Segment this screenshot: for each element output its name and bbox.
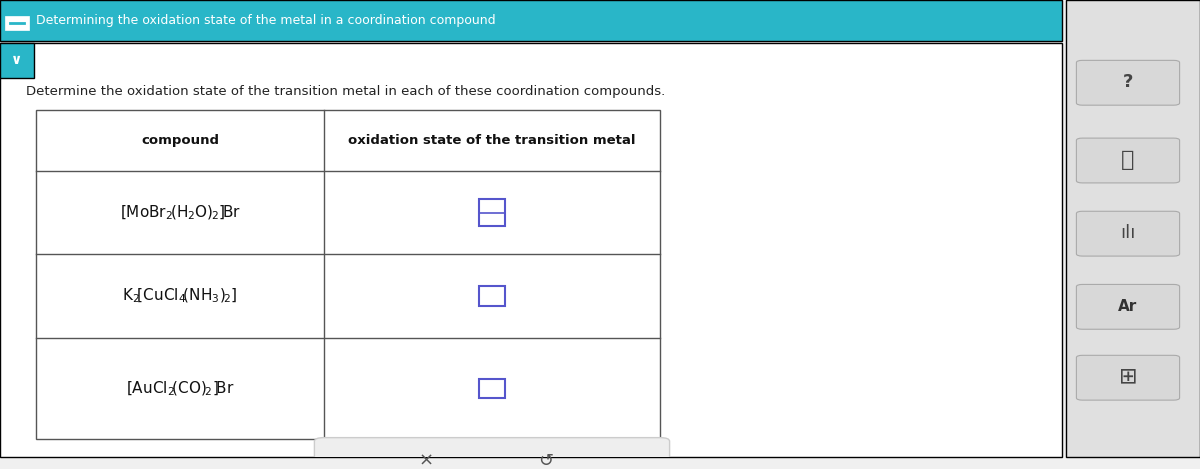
FancyBboxPatch shape — [0, 44, 1062, 457]
FancyBboxPatch shape — [1076, 61, 1180, 105]
Text: ∨: ∨ — [11, 53, 23, 68]
Text: ?: ? — [1123, 73, 1133, 91]
Text: $\left[\mathrm{AuCl_2\!\left(CO\right)_{\!2}}\right]\!\mathrm{Br}$: $\left[\mathrm{AuCl_2\!\left(CO\right)_{… — [126, 379, 234, 398]
Text: ×: × — [419, 452, 433, 469]
Text: ⊞: ⊞ — [1118, 367, 1138, 387]
FancyBboxPatch shape — [1076, 284, 1180, 329]
Text: compound: compound — [142, 134, 220, 147]
FancyBboxPatch shape — [0, 44, 34, 78]
Text: oxidation state of the transition metal: oxidation state of the transition metal — [348, 134, 636, 147]
FancyBboxPatch shape — [0, 0, 1062, 41]
Text: ↺: ↺ — [539, 452, 553, 469]
FancyBboxPatch shape — [1076, 356, 1180, 400]
FancyBboxPatch shape — [1076, 138, 1180, 183]
Text: ⌹: ⌹ — [1121, 150, 1135, 170]
FancyBboxPatch shape — [1066, 0, 1200, 457]
Text: $\left[\mathrm{MoBr_2\!\left(H_2O\right)_{\!2}}\right]\!\mathrm{Br}$: $\left[\mathrm{MoBr_2\!\left(H_2O\right)… — [120, 204, 240, 222]
Text: $\mathrm{K_2}\!\left[\mathrm{CuCl_4\!\left(NH_3\right)_{\!2}}\right]$: $\mathrm{K_2}\!\left[\mathrm{CuCl_4\!\le… — [122, 287, 238, 305]
Text: ılı: ılı — [1121, 224, 1135, 242]
Text: Ar: Ar — [1118, 299, 1138, 314]
Text: Determining the oxidation state of the metal in a coordination compound: Determining the oxidation state of the m… — [36, 14, 496, 27]
FancyBboxPatch shape — [314, 438, 670, 469]
FancyBboxPatch shape — [5, 16, 29, 30]
FancyBboxPatch shape — [1076, 211, 1180, 256]
Text: Determine the oxidation state of the transition metal in each of these coordinat: Determine the oxidation state of the tra… — [26, 85, 666, 98]
